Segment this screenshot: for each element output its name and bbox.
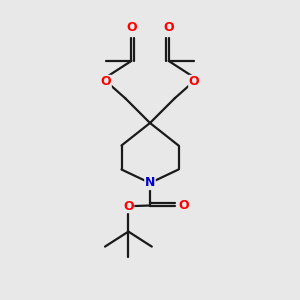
Text: O: O <box>189 75 200 88</box>
Text: O: O <box>178 199 189 212</box>
Text: O: O <box>123 200 134 213</box>
Text: N: N <box>145 176 155 190</box>
Text: O: O <box>163 21 174 34</box>
Text: O: O <box>100 75 111 88</box>
Text: O: O <box>126 21 137 34</box>
